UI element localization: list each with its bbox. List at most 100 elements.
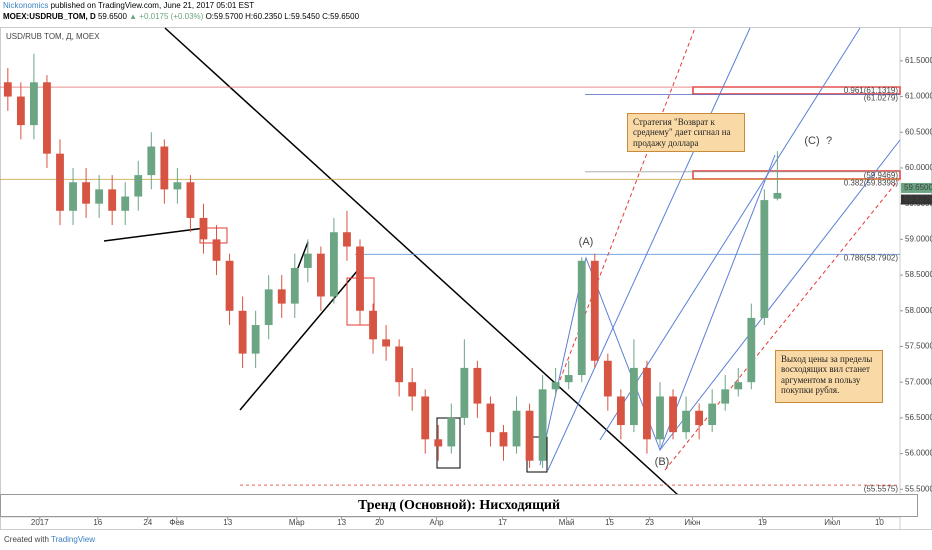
level-label: (55.5575) (864, 484, 899, 493)
y-tick-label: 61.0000 (905, 92, 932, 101)
y-tick-label: 57.0000 (905, 377, 932, 386)
candle-body (669, 396, 677, 433)
trend-line (164, 27, 679, 496)
author[interactable]: Nickonomics (3, 1, 49, 10)
candle-body (56, 153, 64, 211)
candle-body (330, 232, 338, 297)
candle-body (369, 310, 377, 340)
pitchfork-line (664, 177, 901, 471)
symbol-line: MOEX:USDRUB_TOM, D 59.6500 ▲ +0.0175 (+0… (3, 12, 359, 21)
candle-body (16, 96, 25, 126)
candle-body (277, 289, 286, 304)
trend-banner: Тренд (Основной): Нисходящий (0, 494, 918, 517)
x-tick-label: 13 (223, 518, 232, 527)
candle-body (3, 82, 12, 97)
level-label: 0.961(61.1319) (844, 86, 899, 95)
chart: USD/RUB TOM, Д, MOEX 61.5000 61.0000 60.50… (0, 27, 932, 530)
candle-body (512, 410, 521, 447)
candle-body (43, 82, 51, 154)
y-tick-label: 56.5000 (905, 413, 932, 422)
x-tick-label: Апр (430, 518, 445, 527)
candle-body (290, 267, 299, 304)
candle-body (421, 396, 430, 440)
x-tick-label: Фев (169, 518, 184, 527)
y-tick-label: 58.5000 (905, 270, 932, 279)
trend-line (239, 269, 359, 411)
candle-body (734, 382, 743, 390)
price-tag-label: 59.6275 (904, 195, 932, 204)
change: ▲ +0.0175 (+0.03%) (129, 12, 204, 21)
candle-body (147, 146, 156, 176)
candle-body (473, 367, 482, 404)
candle-body (590, 260, 599, 361)
candle-body (134, 175, 143, 197)
candle-body (525, 410, 534, 461)
frame (0, 27, 932, 530)
x-tick-label: 15 (605, 518, 614, 527)
wave-label: ? (826, 135, 832, 147)
price-tag (901, 182, 932, 193)
candle-body (460, 367, 469, 418)
x-tick-label: 17 (498, 518, 507, 527)
candle-body (695, 410, 704, 426)
x-tick-label: Июл (824, 518, 841, 527)
pitchfork-line (659, 139, 901, 451)
chart-title: USD/RUB TOM, Д, MOEX (6, 32, 100, 41)
footer: Created with TradingView (4, 535, 95, 544)
level-label: 0.786(58.7902) (844, 253, 899, 262)
pitchfork-line (547, 27, 751, 471)
x-tick-label: 13 (337, 518, 346, 527)
candle-body (656, 396, 664, 440)
note: Стратегия "Возврат к среднему" дает сигн… (627, 113, 745, 152)
y-tick-label: 61.5000 (905, 56, 932, 65)
candle-body (30, 82, 38, 126)
candle-body (382, 339, 390, 347)
level-label: 0.382(59.8398) (844, 179, 899, 188)
candle-body (408, 382, 417, 397)
x-tick-label: 20 (375, 518, 384, 527)
symbol: MOEX:USDRUB_TOM, D (3, 12, 96, 21)
candle-body (447, 417, 456, 447)
candle-body (434, 439, 443, 447)
ohlc: O:59.5700 H:60.2350 L:59.5450 C:59.6500 (205, 12, 360, 21)
level-label: (59.9469) (864, 171, 899, 180)
header: Nickonomics published on TradingView.com… (0, 0, 932, 26)
y-tick-label: 60.5000 (905, 127, 932, 136)
published: published on TradingView.com, June 21, 2… (50, 1, 255, 10)
candle-body (499, 432, 508, 447)
publish-line: Nickonomics published on TradingView.com… (3, 1, 254, 10)
candle-body (564, 375, 573, 383)
candle-body (199, 217, 208, 240)
candle-body (395, 346, 404, 383)
candle-body (303, 253, 312, 268)
x-tick-label: 16 (93, 518, 102, 527)
candle-body (630, 367, 638, 426)
x-tick-label: 19 (758, 518, 767, 527)
trend-line (295, 241, 309, 274)
y-tick-label: 56.0000 (905, 449, 932, 458)
candle-body (603, 360, 612, 397)
candle-body (551, 382, 560, 390)
candle-body (316, 253, 325, 297)
brand[interactable]: TradingView (51, 535, 96, 544)
candle-body (643, 367, 651, 440)
candle-body (760, 200, 769, 318)
candle-body (682, 410, 690, 433)
x-tick-label: Июн (684, 518, 700, 527)
candle-body (69, 182, 77, 211)
candle-body (108, 189, 117, 211)
candle-body (486, 403, 495, 433)
price-tag-label: 59.6500 (904, 183, 932, 192)
candle-body (538, 389, 547, 461)
x-tick-label: Мар (289, 518, 305, 527)
candle-body (186, 182, 195, 218)
candle-body (577, 260, 586, 376)
wave-label: (B) (655, 456, 670, 468)
y-tick-label: 58.0000 (905, 306, 932, 315)
candle-body (160, 146, 169, 190)
candle-body (343, 232, 351, 247)
candle-body (251, 325, 260, 354)
abc-wave (539, 154, 776, 466)
level-label: (61.0279) (864, 94, 899, 103)
